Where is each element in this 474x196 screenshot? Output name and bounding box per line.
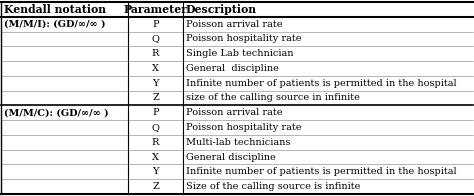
Text: X: X bbox=[152, 64, 159, 73]
Text: R: R bbox=[152, 49, 159, 58]
Text: Q: Q bbox=[152, 123, 159, 132]
Text: (M/M/C): (GD/∞/∞ ): (M/M/C): (GD/∞/∞ ) bbox=[4, 108, 109, 117]
Text: Single Lab technician: Single Lab technician bbox=[185, 49, 293, 58]
Text: Infinite number of patients is permitted in the hospital: Infinite number of patients is permitted… bbox=[185, 167, 456, 176]
Text: Y: Y bbox=[152, 79, 159, 88]
Text: Y: Y bbox=[152, 167, 159, 176]
Text: General discipline: General discipline bbox=[185, 153, 275, 162]
Text: Description: Description bbox=[185, 4, 256, 15]
Text: Kendall notation: Kendall notation bbox=[4, 4, 106, 15]
Text: Poisson hospitality rate: Poisson hospitality rate bbox=[185, 123, 301, 132]
Text: Q: Q bbox=[152, 34, 159, 43]
Text: P: P bbox=[152, 20, 159, 29]
Text: size of the calling source in infinite: size of the calling source in infinite bbox=[185, 93, 359, 103]
Text: Parameter: Parameter bbox=[124, 4, 188, 15]
Text: Multi-lab technicians: Multi-lab technicians bbox=[185, 138, 290, 147]
Text: Z: Z bbox=[152, 182, 159, 191]
Text: Poisson hospitality rate: Poisson hospitality rate bbox=[185, 34, 301, 43]
Text: X: X bbox=[152, 153, 159, 162]
Text: (M/M/I): (GD/∞/∞ ): (M/M/I): (GD/∞/∞ ) bbox=[4, 20, 105, 29]
Text: General  discipline: General discipline bbox=[185, 64, 278, 73]
Text: Infinite number of patients is permitted in the hospital: Infinite number of patients is permitted… bbox=[185, 79, 456, 88]
Text: Size of the calling source is infinite: Size of the calling source is infinite bbox=[185, 182, 360, 191]
Text: R: R bbox=[152, 138, 159, 147]
Text: Poisson arrival rate: Poisson arrival rate bbox=[185, 20, 282, 29]
Text: P: P bbox=[152, 108, 159, 117]
Text: Poisson arrival rate: Poisson arrival rate bbox=[185, 108, 282, 117]
Text: Z: Z bbox=[152, 93, 159, 103]
